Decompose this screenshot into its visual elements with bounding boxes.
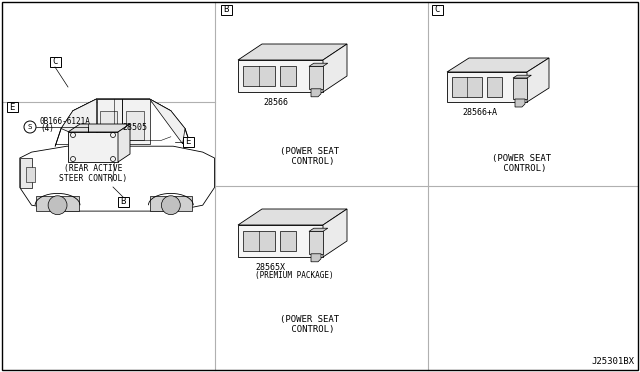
Polygon shape bbox=[311, 89, 321, 97]
Polygon shape bbox=[36, 196, 79, 211]
Bar bbox=[431, 5, 442, 15]
Bar bbox=[280, 65, 296, 86]
Bar bbox=[452, 77, 483, 97]
Text: (POWER SEAT
 CONTROL): (POWER SEAT CONTROL) bbox=[280, 147, 340, 166]
Bar bbox=[26, 167, 35, 182]
Text: (PREMIUM PACKAGE): (PREMIUM PACKAGE) bbox=[255, 271, 333, 280]
Text: (REAR ACTIVE
STEER CONTROL): (REAR ACTIVE STEER CONTROL) bbox=[59, 164, 127, 183]
Text: 28566: 28566 bbox=[263, 98, 288, 107]
Bar bbox=[49, 57, 61, 67]
Text: B: B bbox=[223, 6, 228, 15]
Polygon shape bbox=[515, 99, 525, 107]
Text: 28566+A: 28566+A bbox=[462, 108, 497, 117]
Polygon shape bbox=[118, 124, 130, 162]
Polygon shape bbox=[311, 254, 321, 262]
Text: E: E bbox=[186, 138, 191, 147]
Text: (POWER SEAT
 CONTROL): (POWER SEAT CONTROL) bbox=[280, 315, 340, 334]
Text: B: B bbox=[120, 198, 125, 206]
Polygon shape bbox=[323, 44, 347, 92]
Polygon shape bbox=[238, 44, 347, 60]
Bar bbox=[513, 78, 527, 99]
Text: C: C bbox=[52, 58, 58, 67]
Text: (POWER SEAT
 CONTROL): (POWER SEAT CONTROL) bbox=[492, 154, 552, 173]
Polygon shape bbox=[61, 99, 97, 144]
Polygon shape bbox=[447, 72, 527, 102]
Text: 28565X: 28565X bbox=[255, 263, 285, 272]
Text: C: C bbox=[435, 6, 440, 15]
Polygon shape bbox=[238, 225, 323, 257]
Polygon shape bbox=[527, 58, 549, 102]
Circle shape bbox=[161, 196, 180, 215]
Text: 0B166-6121A: 0B166-6121A bbox=[40, 118, 91, 126]
Polygon shape bbox=[309, 63, 328, 66]
Bar bbox=[309, 66, 323, 89]
Circle shape bbox=[48, 196, 67, 215]
Text: E: E bbox=[10, 103, 15, 112]
Polygon shape bbox=[513, 75, 531, 78]
Bar bbox=[243, 65, 275, 86]
Bar bbox=[488, 77, 502, 97]
Polygon shape bbox=[100, 111, 116, 140]
Polygon shape bbox=[238, 60, 323, 92]
Text: (4): (4) bbox=[40, 125, 54, 134]
Bar bbox=[280, 231, 296, 251]
Polygon shape bbox=[97, 99, 150, 144]
Bar bbox=[309, 231, 323, 254]
Bar bbox=[182, 137, 193, 147]
Polygon shape bbox=[309, 228, 328, 231]
Bar bbox=[221, 5, 232, 15]
Polygon shape bbox=[20, 146, 214, 211]
Text: S: S bbox=[28, 124, 32, 130]
Polygon shape bbox=[447, 58, 549, 72]
Bar bbox=[118, 197, 129, 207]
Text: J25301BX: J25301BX bbox=[591, 357, 634, 366]
Bar bbox=[243, 231, 275, 251]
Polygon shape bbox=[20, 158, 31, 187]
Bar bbox=[6, 102, 17, 112]
Polygon shape bbox=[126, 111, 144, 140]
Polygon shape bbox=[323, 209, 347, 257]
Polygon shape bbox=[150, 99, 185, 144]
Text: 28505: 28505 bbox=[122, 122, 147, 131]
Polygon shape bbox=[150, 196, 192, 211]
Polygon shape bbox=[238, 209, 347, 225]
Polygon shape bbox=[68, 132, 118, 162]
Polygon shape bbox=[68, 124, 130, 132]
